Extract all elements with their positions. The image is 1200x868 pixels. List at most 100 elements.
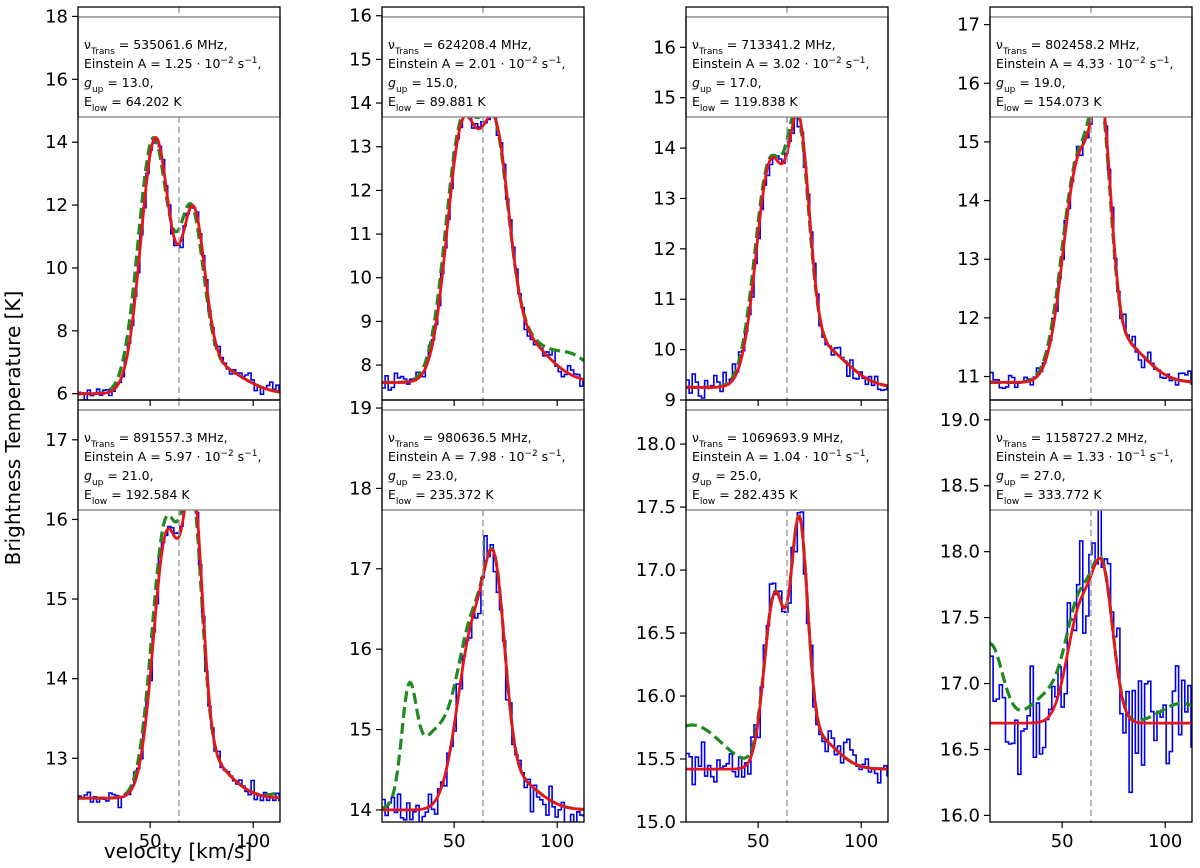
observed-spectrum	[990, 83, 1192, 390]
info-e-label: E	[692, 487, 700, 502]
info-nu-sub: Trans	[1002, 440, 1027, 450]
info-unit-exp: −1	[1156, 56, 1169, 66]
info-einstein-a: Einstein A = 3.02 · 10	[692, 56, 828, 71]
info-e-value: = 64.202 K	[107, 94, 182, 109]
x-tick-label: 50	[747, 831, 770, 852]
x-tick-label: 50	[443, 831, 466, 852]
info-line-2: Einstein A = 4.33 · 10−2 s−1,	[996, 56, 1173, 71]
info-line-3: gup = 17.0,	[692, 75, 762, 95]
info-line-3: gup = 15.0,	[388, 75, 458, 95]
info-a-exp: −2	[828, 56, 841, 66]
info-g-label: g	[84, 75, 92, 90]
info-box: νTrans = 713341.2 MHz,Einstein A = 3.02 …	[685, 16, 889, 118]
info-line-4: Elow = 154.073 K	[996, 94, 1102, 114]
info-box-frame	[685, 409, 889, 511]
info-a-unit: s	[1146, 56, 1157, 71]
red-model-fit	[382, 113, 584, 384]
red-model-fit	[78, 474, 280, 800]
y-tick-label: 12	[957, 308, 980, 329]
info-g-sub: up	[92, 85, 104, 95]
observed-spectrum	[78, 140, 280, 400]
info-line-2: Einstein A = 1.25 · 10−2 s−1,	[84, 56, 261, 71]
y-tick-label: 18.5	[940, 476, 980, 497]
info-line-2: Einstein A = 7.98 · 10−2 s−1,	[388, 449, 565, 464]
info-nu-label: ν	[996, 430, 1003, 445]
info-line-3: gup = 27.0,	[996, 468, 1066, 488]
y-tick-label: 17.0	[636, 560, 676, 581]
observed-spectrum	[382, 109, 584, 391]
y-axis-label: Brightness Temperature [K]	[1, 291, 25, 566]
info-einstein-a: Einstein A = 5.97 · 10	[84, 449, 220, 464]
info-line-1: νTrans = 802458.2 MHz,	[996, 37, 1140, 57]
info-unit-exp: −1	[852, 449, 865, 459]
y-tick-label: 9	[361, 311, 372, 332]
info-nu-sub: Trans	[90, 440, 115, 450]
x-tick-label: 100	[844, 831, 878, 852]
y-tick-label: 14	[349, 93, 372, 114]
y-tick-label: 15	[349, 49, 372, 70]
y-tick-label: 17.5	[940, 608, 980, 629]
panel-3: νTrans = 713341.2 MHz,Einstein A = 3.02 …	[653, 6, 889, 411]
info-nu-sub: Trans	[394, 440, 419, 450]
plot-area	[686, 7, 888, 400]
info-einstein-a: Einstein A = 1.25 · 10	[84, 56, 220, 71]
info-g-value: = 15.0,	[407, 75, 457, 90]
info-nu-value: = 980636.5 MHz,	[419, 430, 532, 445]
info-g-label: g	[996, 75, 1004, 90]
info-unit-exp: −1	[548, 449, 561, 459]
info-nu-value: = 1158727.2 MHz,	[1027, 430, 1148, 445]
info-g-value: = 17.0,	[711, 75, 761, 90]
y-tick-label: 11	[957, 367, 980, 388]
panel-frame	[685, 399, 889, 823]
y-tick-label: 18	[45, 6, 68, 27]
info-box: νTrans = 1069693.9 MHz,Einstein A = 1.04…	[685, 409, 889, 511]
info-line-1: νTrans = 1158727.2 MHz,	[996, 430, 1148, 450]
info-line-3: gup = 19.0,	[996, 75, 1066, 95]
info-a-unit: s	[842, 56, 853, 71]
y-tick-label: 18.0	[940, 542, 980, 563]
red-model-fit	[382, 547, 584, 812]
info-g-sub: up	[700, 85, 712, 95]
panel-frame	[77, 399, 281, 823]
info-a-exp: −1	[1132, 449, 1145, 459]
info-g-value: = 25.0,	[711, 468, 761, 483]
info-box: νTrans = 802458.2 MHz,Einstein A = 4.33 …	[989, 16, 1193, 118]
info-e-value: = 154.073 K	[1019, 94, 1102, 109]
info-nu-label: ν	[84, 37, 91, 52]
y-tick-label: 11	[349, 224, 372, 245]
y-tick-label: 14	[45, 132, 68, 153]
info-e-value: = 89.881 K	[411, 94, 486, 109]
info-unit-exp: −1	[1156, 449, 1169, 459]
info-e-label: E	[692, 94, 700, 109]
info-nu-label: ν	[996, 37, 1003, 52]
info-nu-label: ν	[388, 37, 395, 52]
info-line-2: Einstein A = 1.04 · 10−1 s−1,	[692, 449, 869, 464]
y-tick-label: 17.5	[636, 497, 676, 518]
y-tick-label: 16	[653, 37, 676, 58]
info-line-4: Elow = 333.772 K	[996, 487, 1102, 507]
info-a-end: ,	[257, 449, 261, 464]
info-box-frame	[381, 409, 585, 511]
info-e-label: E	[388, 94, 396, 109]
y-tick-label: 16.5	[940, 739, 980, 760]
panel-frame	[381, 399, 585, 823]
y-tick-label: 8	[57, 321, 68, 342]
y-tick-label: 17	[957, 15, 980, 36]
info-g-sub: up	[92, 478, 104, 488]
y-tick-label: 14	[957, 191, 980, 212]
info-box-frame	[381, 16, 585, 118]
info-einstein-a: Einstein A = 1.04 · 10	[692, 449, 828, 464]
y-tick-label: 8	[361, 355, 372, 376]
y-tick-label: 16	[349, 639, 372, 660]
info-unit-exp: −1	[244, 56, 257, 66]
y-tick-label: 6	[57, 384, 68, 405]
info-e-sub: low	[396, 104, 411, 114]
info-e-sub: low	[92, 497, 107, 507]
info-line-1: νTrans = 891557.3 MHz,	[84, 430, 228, 450]
info-unit-exp: −1	[548, 56, 561, 66]
y-tick-label: 12	[45, 195, 68, 216]
info-a-exp: −1	[828, 449, 841, 459]
info-nu-value: = 1069693.9 MHz,	[723, 430, 844, 445]
y-tick-label: 11	[653, 289, 676, 310]
info-g-label: g	[692, 468, 700, 483]
